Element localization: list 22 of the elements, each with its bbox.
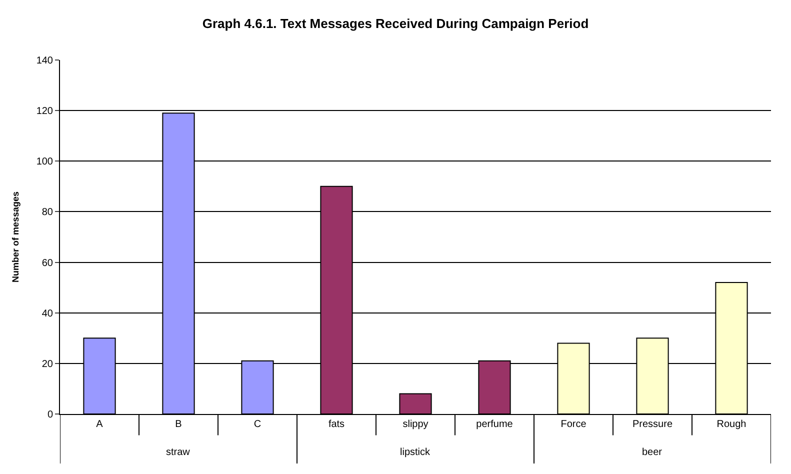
x-tick-label: Force	[560, 419, 587, 430]
y-axis-title: Number of messages	[10, 191, 21, 283]
x-tick-label: slippy	[402, 419, 428, 430]
x-tick-label: B	[175, 419, 182, 430]
y-tick-label: 100	[36, 156, 54, 168]
text: beer	[642, 447, 663, 458]
x-tick-label: C	[254, 419, 262, 430]
x-tick-label: Rough	[716, 419, 746, 430]
y-tick-label: 40	[42, 308, 54, 320]
x-tick-label: A	[96, 419, 104, 430]
y-tick-label: 80	[42, 207, 54, 218]
x-tick-label: perfume	[476, 419, 514, 430]
chart-title: Graph 4.6.1. Text Messages Received During Campaign Period	[202, 16, 589, 32]
x-tick-label: Pressure	[632, 419, 673, 430]
y-tick-label: 140	[36, 56, 54, 66]
x-tick-label: fats	[328, 419, 345, 430]
y-tick-label: 0	[47, 410, 54, 420]
text: lipstick	[400, 447, 432, 458]
y-tick-label: 120	[36, 106, 54, 118]
y-tick-label: 60	[42, 258, 54, 269]
text: straw	[166, 447, 191, 458]
y-tick-label: 20	[42, 358, 54, 370]
